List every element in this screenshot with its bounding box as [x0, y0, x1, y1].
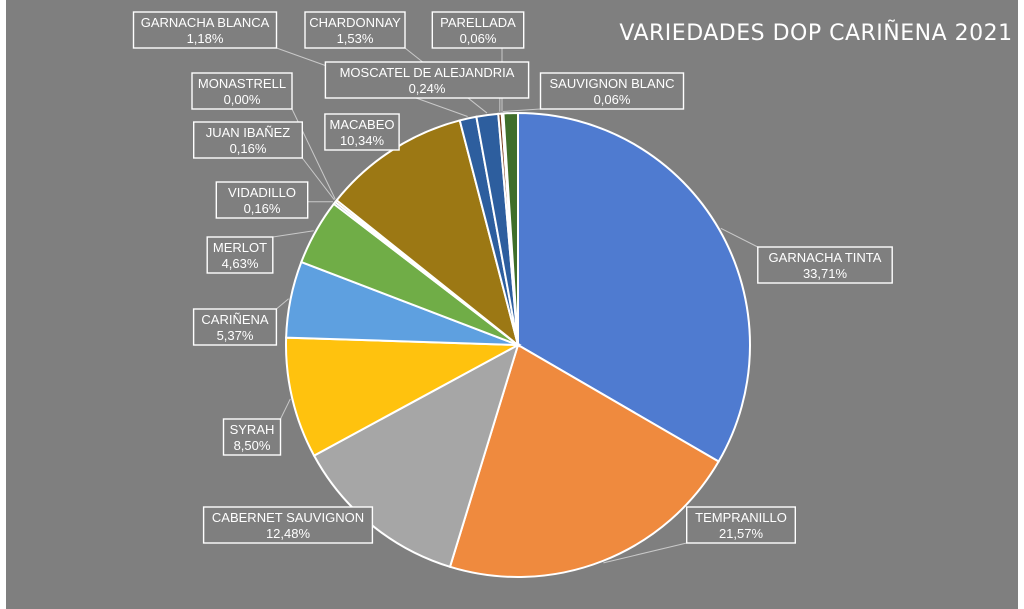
- data-label-value: 1,18%: [187, 31, 224, 46]
- data-label-value: 0,00%: [224, 92, 261, 107]
- data-label-category: CABERNET SAUVIGNON: [212, 510, 364, 525]
- chart-title: VARIEDADES DOP CARIÑENA 2021: [619, 19, 1012, 46]
- data-label-category: TEMPRANILLO: [695, 510, 787, 525]
- data-label-value: 10,34%: [340, 133, 385, 148]
- data-label-value: 21,57%: [719, 526, 764, 541]
- pie-slices: [285, 111, 751, 578]
- pie-slice: [502, 111, 519, 346]
- data-label-value: 0,06%: [594, 92, 631, 107]
- data-label-box: [222, 418, 282, 456]
- data-label-value: 0,06%: [460, 31, 497, 46]
- data-label-category: MACABEO: [329, 117, 394, 132]
- leader-line: [720, 227, 759, 248]
- data-label-box: [215, 181, 309, 219]
- data-label-category: SAUVIGNON BLANC: [550, 76, 675, 91]
- data-label-box: [686, 506, 797, 544]
- data-label-category: MERLOT: [213, 240, 267, 255]
- data-label-category: MOSCATEL DE ALEJANDRIA: [340, 65, 515, 80]
- data-label-value: 5,37%: [217, 328, 254, 343]
- pie-slice: [448, 343, 720, 578]
- data-label-box: [132, 11, 278, 49]
- data-label-box: [304, 11, 406, 49]
- data-label-value: 33,71%: [803, 266, 848, 281]
- data-label-box: [757, 246, 893, 284]
- leader-line: [301, 157, 335, 201]
- data-label-category: GARNACHA BLANCA: [141, 15, 270, 30]
- data-label-box: [192, 308, 278, 346]
- leader-line: [603, 542, 687, 564]
- leader-line: [276, 298, 289, 310]
- data-label-category: MONASTRELL: [198, 76, 286, 91]
- data-label-box: [206, 236, 274, 274]
- leader-line: [502, 108, 541, 112]
- data-label-category: SYRAH: [230, 422, 275, 437]
- data-label-value: 0,16%: [230, 141, 267, 156]
- data-label-box: [431, 11, 525, 49]
- data-label-category: PARELLADA: [440, 15, 516, 30]
- data-label-box: [324, 61, 530, 99]
- leader-line: [280, 398, 291, 420]
- data-label-value: 0,24%: [409, 81, 446, 96]
- data-label-value: 8,50%: [234, 438, 271, 453]
- data-label-box: [192, 121, 303, 159]
- data-label-box: [539, 72, 685, 110]
- pie-slice: [517, 111, 751, 463]
- data-label-box: [202, 506, 374, 544]
- data-label-box: [324, 113, 400, 151]
- leader-line: [272, 230, 314, 238]
- data-label-value: 1,53%: [337, 31, 374, 46]
- data-label-category: GARNACHA TINTA: [769, 250, 882, 265]
- data-label-category: CHARDONNAY: [309, 15, 401, 30]
- data-label-category: JUAN IBAÑEZ: [206, 125, 291, 140]
- data-label-value: 12,48%: [266, 526, 311, 541]
- data-label-box: [191, 72, 293, 110]
- data-label-category: CARIÑENA: [201, 312, 269, 327]
- data-label-value: 4,63%: [222, 256, 259, 271]
- data-label-category: VIDADILLO: [228, 185, 296, 200]
- pie-slice: [285, 336, 522, 457]
- data-label-value: 0,16%: [244, 201, 281, 216]
